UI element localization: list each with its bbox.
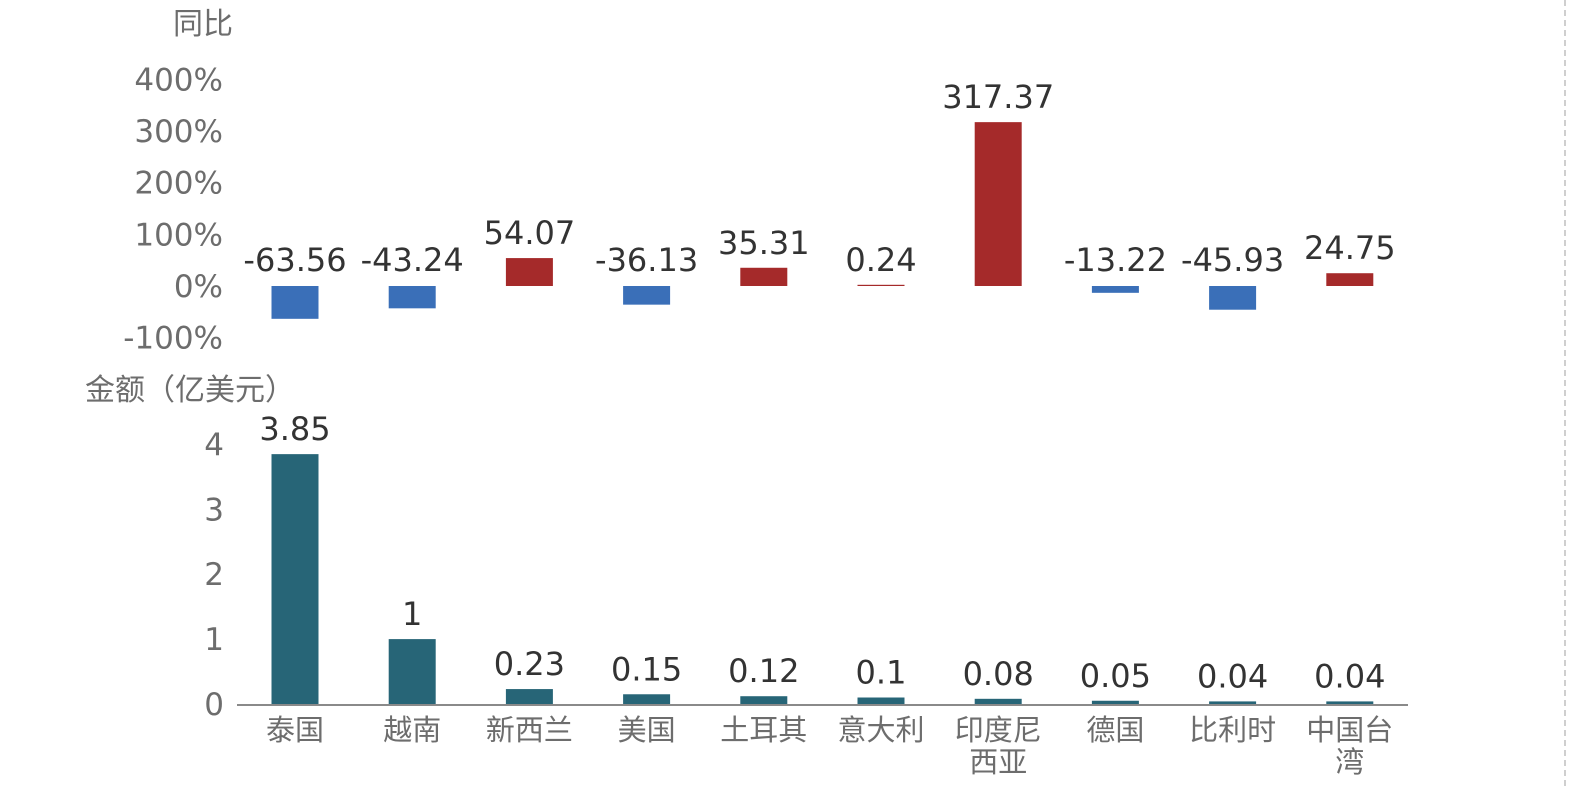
yoy-data-label: 54.07 <box>484 214 576 252</box>
yoy-data-label: 0.24 <box>845 241 916 279</box>
yoy-data-label: 317.37 <box>942 78 1054 116</box>
yoy-data-label: 35.31 <box>718 224 810 262</box>
yoy-tick-label: 100% <box>134 217 223 253</box>
yoy-data-label: -36.13 <box>595 241 698 279</box>
yoy-tick-label: 200% <box>134 166 223 202</box>
yoy-data-label: -43.24 <box>361 241 464 279</box>
amount-bar <box>623 694 671 704</box>
category-label: 印度尼 <box>955 713 1042 747</box>
category-label: 新西兰 <box>486 713 573 747</box>
amount-bar <box>1326 701 1374 704</box>
amount-data-label: 0.1 <box>856 654 907 692</box>
category-label: 西亚 <box>969 745 1027 779</box>
category-label: 泰国 <box>266 713 324 747</box>
amount-tick-label: 1 <box>204 622 224 658</box>
amount-bar <box>505 689 553 704</box>
amount-bars <box>271 454 1374 704</box>
yoy-bar <box>505 258 553 286</box>
amount-bar <box>1091 700 1139 704</box>
amount-data-label: 0.04 <box>1197 657 1268 695</box>
amount-bar <box>388 639 436 704</box>
amount-data-label: 3.85 <box>259 410 330 448</box>
amount-bar <box>974 698 1022 704</box>
amount-bar <box>740 696 788 704</box>
amount-bar <box>271 454 319 704</box>
yoy-bar <box>388 286 436 309</box>
yoy-data-label: 24.75 <box>1304 229 1396 267</box>
amount-data-label: 0.08 <box>963 655 1034 693</box>
amount-data-label: 0.04 <box>1314 657 1385 695</box>
yoy-data-label: -13.22 <box>1064 241 1167 279</box>
yoy-bar <box>623 286 671 305</box>
page-edge-divider <box>1564 0 1566 787</box>
amount-tick-label: 2 <box>204 557 224 593</box>
yoy-data-label: -45.93 <box>1181 241 1284 279</box>
amount-data-label: 0.23 <box>494 645 565 683</box>
amount-bar <box>857 697 905 704</box>
yoy-data-labels: -63.56 -43.24 54.07 -36.13 35.31 0.24 317.37 -1… <box>243 78 1395 279</box>
amount-tick-label: 3 <box>204 492 224 528</box>
amount-tick-label: 0 <box>204 687 224 723</box>
category-label: 土耳其 <box>720 713 807 747</box>
amount-axis-title: 金额（亿美元） <box>85 373 295 408</box>
yoy-bar <box>857 284 905 286</box>
yoy-axis-title: 同比 <box>173 7 233 42</box>
amount-data-labels: 3.85 1 0.23 0.15 0.12 0.1 0.08 0.05 0.04 0.04 <box>259 410 1385 695</box>
category-label: 比利时 <box>1189 713 1276 747</box>
category-label: 意大利 <box>837 713 924 747</box>
yoy-bar <box>1326 273 1374 286</box>
amount-data-label: 0.12 <box>728 652 799 690</box>
category-label: 湾 <box>1335 745 1364 779</box>
yoy-bar <box>974 122 1022 286</box>
category-label: 德国 <box>1086 713 1144 747</box>
yoy-bar <box>1091 286 1139 293</box>
amount-tick-label: 4 <box>204 427 224 463</box>
yoy-bar <box>1209 286 1257 310</box>
yoy-tick-label: 300% <box>134 114 223 150</box>
yoy-bars <box>271 122 1374 319</box>
yoy-bar <box>740 267 788 286</box>
yoy-bar <box>271 286 319 319</box>
yoy-data-label: -63.56 <box>243 241 346 279</box>
yoy-tick-label: 0% <box>174 269 223 305</box>
category-label: 美国 <box>618 713 676 747</box>
yoy-tick-label: -100% <box>123 321 223 357</box>
amount-data-label: 1 <box>402 595 422 633</box>
amount-bar <box>1209 701 1257 704</box>
category-label: 越南 <box>383 713 441 747</box>
yoy-tick-label: 400% <box>134 62 223 98</box>
amount-y-axis: 4 3 2 1 0 <box>204 427 224 723</box>
amount-data-label: 0.05 <box>1080 657 1151 695</box>
amount-data-label: 0.15 <box>611 650 682 688</box>
category-label: 中国台 <box>1306 713 1393 747</box>
yoy-y-axis: 400% 300% 200% 100% 0% -100% <box>123 62 223 356</box>
